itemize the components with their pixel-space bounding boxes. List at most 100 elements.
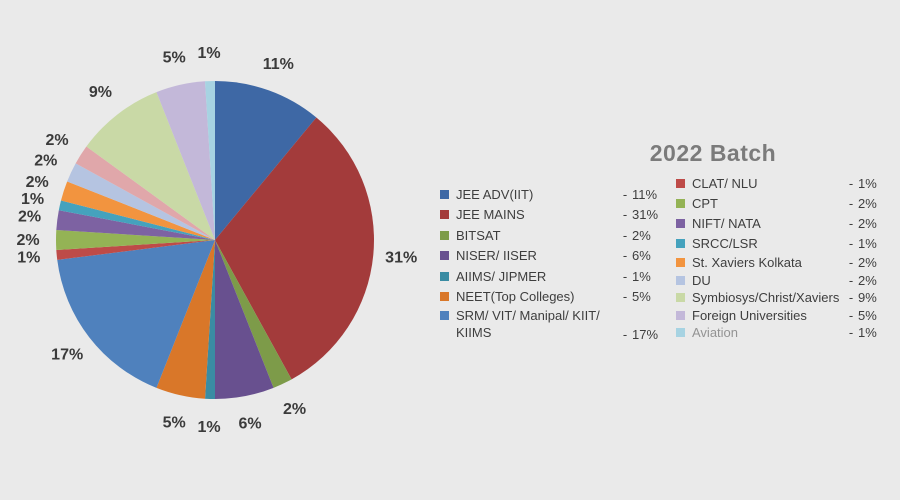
- legend-swatch-neet: [440, 292, 449, 302]
- pie-slice: [205, 240, 215, 399]
- legend-separator: -: [848, 325, 854, 340]
- pie-chart: 11%31%2%6%1%5%17%1%2%2%1%2%2%2%9%5% 1%: [16, 45, 417, 436]
- legend-item-du: DU - 2%: [676, 272, 890, 289]
- legend-item-neet: NEET(Top Colleges) - 5%: [440, 287, 664, 308]
- legend-item-aiims-jipmer: AIIMS/ JIPMER - 1%: [440, 266, 664, 287]
- legend-value: 11%: [632, 186, 658, 202]
- legend-separator: -: [848, 273, 854, 288]
- legend-value: 31%: [632, 207, 659, 223]
- legend-separator: -: [848, 175, 854, 191]
- legend-label: DU: [692, 273, 711, 288]
- legend-separator: -: [848, 195, 854, 211]
- legend-swatch-cpt: [676, 198, 685, 208]
- pie-slice-label: 2%: [34, 152, 57, 169]
- pie-slice-label: 1%: [17, 250, 40, 267]
- legend-label: SRM/ VIT/ Manipal/ KIIT/KIIMS: [456, 307, 618, 341]
- pie-slice: [56, 210, 216, 240]
- legend-swatch-clat-nlu: [676, 178, 685, 188]
- legend-value: 5%: [632, 289, 651, 305]
- legend-item-niser-iiser: NISER/ IISER - 6%: [440, 246, 664, 267]
- legend-right-column: CLAT/ NLU - 1% CPT - 2% NIFT/ NATA - 2% …: [676, 173, 890, 340]
- pie-slice: [215, 81, 317, 240]
- pie-slice: [61, 181, 215, 240]
- pie-slice: [58, 200, 215, 240]
- pie-slice-label: 2%: [26, 174, 49, 191]
- legend-item-clat-nlu: CLAT/ NLU - 1%: [676, 173, 890, 193]
- legend-swatch-srcc-lsr: [676, 238, 685, 248]
- legend-separator: -: [622, 289, 628, 305]
- pie-slice-label: 2%: [18, 209, 41, 226]
- chart-title: 2022 Batch: [649, 140, 777, 166]
- pie-slice-label: 11%: [263, 56, 294, 73]
- legend-item-foreign-universities: Foreign Universities - 5%: [676, 305, 890, 326]
- pie-slice: [75, 146, 215, 240]
- legend-label: AIIMS/ JIPMER: [456, 268, 547, 284]
- legend-label: Aviation: [692, 325, 739, 340]
- legend-swatch-aiims-jipmer: [440, 271, 449, 281]
- legend-separator: -: [622, 248, 628, 264]
- legend-label: Symbiosys/Christ/Xaviers: [692, 289, 840, 305]
- pie-slice: [215, 117, 374, 380]
- pie-slice-label: 1%: [21, 191, 44, 208]
- legend-item-bitsat: BITSAT - 2%: [440, 225, 664, 246]
- pie-slice-label: 6%: [238, 416, 261, 433]
- legend-item-srcc-lsr: SRCC/LSR - 1%: [676, 233, 890, 253]
- legend-value: 2%: [632, 227, 651, 243]
- legend-item-srm-vit: SRM/ VIT/ Manipal/ KIIT/KIIMS - 17%: [440, 307, 664, 344]
- legend-label: JEE MAINS: [456, 207, 525, 223]
- pie-slice: [86, 92, 216, 240]
- legend-value: 1%: [858, 325, 877, 340]
- legend-label-line1: SRM/ VIT/ Manipal/ KIIT/: [456, 308, 600, 323]
- legend-value: 17%: [632, 327, 659, 342]
- legend-separator: -: [622, 207, 628, 223]
- legend-swatch-du: [676, 276, 685, 285]
- pie-slice-label: 17%: [51, 347, 83, 364]
- legend-label: Foreign Universities: [692, 308, 807, 323]
- pie-slice-label: 5%: [163, 50, 186, 67]
- legend-swatch-bitsat: [440, 230, 449, 240]
- legend-separator: -: [622, 227, 628, 243]
- legend-item-st-xaviers: St. Xaviers Kolkata - 2%: [676, 253, 890, 272]
- legend-item-jee-adv: JEE ADV(IIT) - 11%: [440, 184, 664, 205]
- pie-slice: [56, 240, 216, 260]
- legend-label: NISER/ IISER: [456, 248, 537, 264]
- pie-slice-label: 9%: [89, 84, 112, 101]
- legend-separator: -: [848, 308, 854, 323]
- legend-value: 2%: [858, 273, 877, 288]
- legend-swatch-nift-nata: [676, 218, 685, 228]
- legend-label: NIFT/ NATA: [692, 215, 761, 231]
- legend-separator: -: [848, 289, 854, 305]
- legend-label: St. Xaviers Kolkata: [692, 255, 802, 270]
- legend-item-aviation: Aviation - 1%: [676, 325, 890, 340]
- legend-separator: -: [848, 255, 854, 270]
- pie-slice-label: 1%: [198, 419, 221, 436]
- legend-value: 2%: [858, 255, 877, 270]
- legend-label: JEE ADV(IIT): [456, 186, 534, 202]
- pie-slice: [55, 230, 215, 250]
- legend-label: CPT: [692, 195, 718, 211]
- legend-swatch-aviation: [676, 328, 685, 337]
- legend-value: 2%: [858, 215, 877, 231]
- legend-label: NEET(Top Colleges): [456, 289, 575, 305]
- pie-slice-label: 1%: [198, 45, 221, 62]
- legend-item-nift-nata: NIFT/ NATA - 2%: [676, 213, 890, 233]
- legend-value: 1%: [858, 175, 877, 191]
- legend-label: SRCC/LSR: [692, 235, 758, 251]
- pie-slice: [215, 240, 274, 399]
- legend-value: 1%: [632, 268, 651, 284]
- legend-separator: -: [848, 235, 854, 251]
- pie-slice: [156, 81, 215, 240]
- legend-swatch-foreign-universities: [676, 311, 685, 320]
- legend-value: 5%: [858, 308, 877, 323]
- legend-label: BITSAT: [456, 227, 501, 243]
- legend-value: 6%: [632, 248, 651, 264]
- legend-separator: -: [622, 268, 628, 284]
- pie-slice-label: 2%: [16, 232, 39, 249]
- legend-item-jee-mains: JEE MAINS - 31%: [440, 205, 664, 226]
- legend-left-column: JEE ADV(IIT) - 11% JEE MAINS - 31% BITSA…: [440, 184, 664, 344]
- legend-value: 2%: [858, 195, 877, 211]
- legend-label: CLAT/ NLU: [692, 175, 758, 191]
- legend-value: 1%: [858, 235, 877, 251]
- legend-swatch-symbiosys: [676, 292, 685, 302]
